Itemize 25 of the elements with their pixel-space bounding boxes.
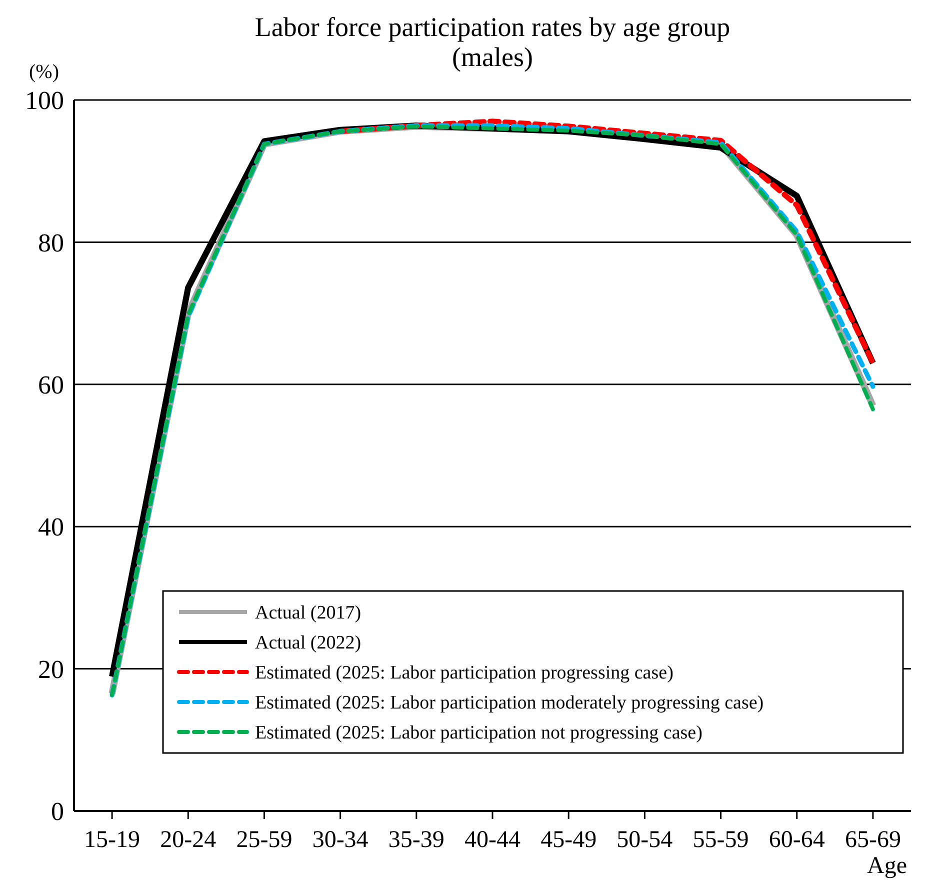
legend-label: Actual (2022): [255, 632, 362, 654]
x-tick-label: 65-69: [844, 827, 901, 853]
x-tick-label: 60-64: [768, 827, 825, 853]
x-axis-title: Age: [867, 853, 907, 879]
x-tick-label: 25-59: [236, 827, 292, 853]
y-tick-label: 0: [51, 797, 64, 826]
x-tick-label: 40-44: [464, 827, 520, 853]
y-tick-label: 60: [38, 370, 64, 400]
x-tick-label: 45-49: [540, 827, 597, 853]
y-tick-label: 40: [38, 512, 64, 542]
x-tick-label: 35-39: [388, 827, 444, 853]
y-tick-label: 100: [25, 86, 64, 116]
legend-label: Actual (2017): [255, 602, 362, 624]
y-tick-label: 80: [38, 228, 64, 258]
legend-label: Estimated (2025: Labor participation moderately progressing case): [255, 692, 764, 714]
y-axis-title: (%): [29, 61, 59, 83]
legend-label: Estimated (2025: Labor participation not progressing case): [255, 722, 702, 744]
x-tick-label: 30-34: [312, 827, 368, 853]
legend-label: Estimated (2025: Labor participation progressing case): [255, 662, 674, 684]
x-tick-label: 55-59: [692, 827, 749, 853]
x-tick-label: 50-54: [616, 827, 673, 853]
chart-title: Labor force participation rates by age group (males): [254, 12, 730, 72]
x-tick-label: 15-19: [84, 827, 140, 853]
y-tick-label: 20: [38, 654, 64, 684]
x-tick-label: 20-24: [160, 827, 216, 853]
